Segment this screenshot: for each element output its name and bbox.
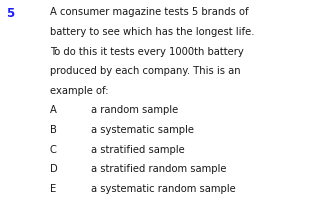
Text: To do this it tests every 1000th battery: To do this it tests every 1000th battery <box>50 47 244 57</box>
Text: a random sample: a random sample <box>91 105 179 115</box>
Text: D: D <box>50 164 57 174</box>
Text: a stratified sample: a stratified sample <box>91 145 185 155</box>
Text: example of:: example of: <box>50 86 108 96</box>
Text: E: E <box>50 184 56 194</box>
Text: a systematic random sample: a systematic random sample <box>91 184 236 194</box>
Text: B: B <box>50 125 56 135</box>
Text: a stratified random sample: a stratified random sample <box>91 164 227 174</box>
Text: A: A <box>50 105 56 115</box>
Text: a systematic sample: a systematic sample <box>91 125 195 135</box>
Text: 5: 5 <box>6 7 14 20</box>
Text: produced by each company. This is an: produced by each company. This is an <box>50 66 240 76</box>
Text: battery to see which has the longest life.: battery to see which has the longest lif… <box>50 27 254 37</box>
Text: A consumer magazine tests 5 brands of: A consumer magazine tests 5 brands of <box>50 7 248 17</box>
Text: C: C <box>50 145 56 155</box>
